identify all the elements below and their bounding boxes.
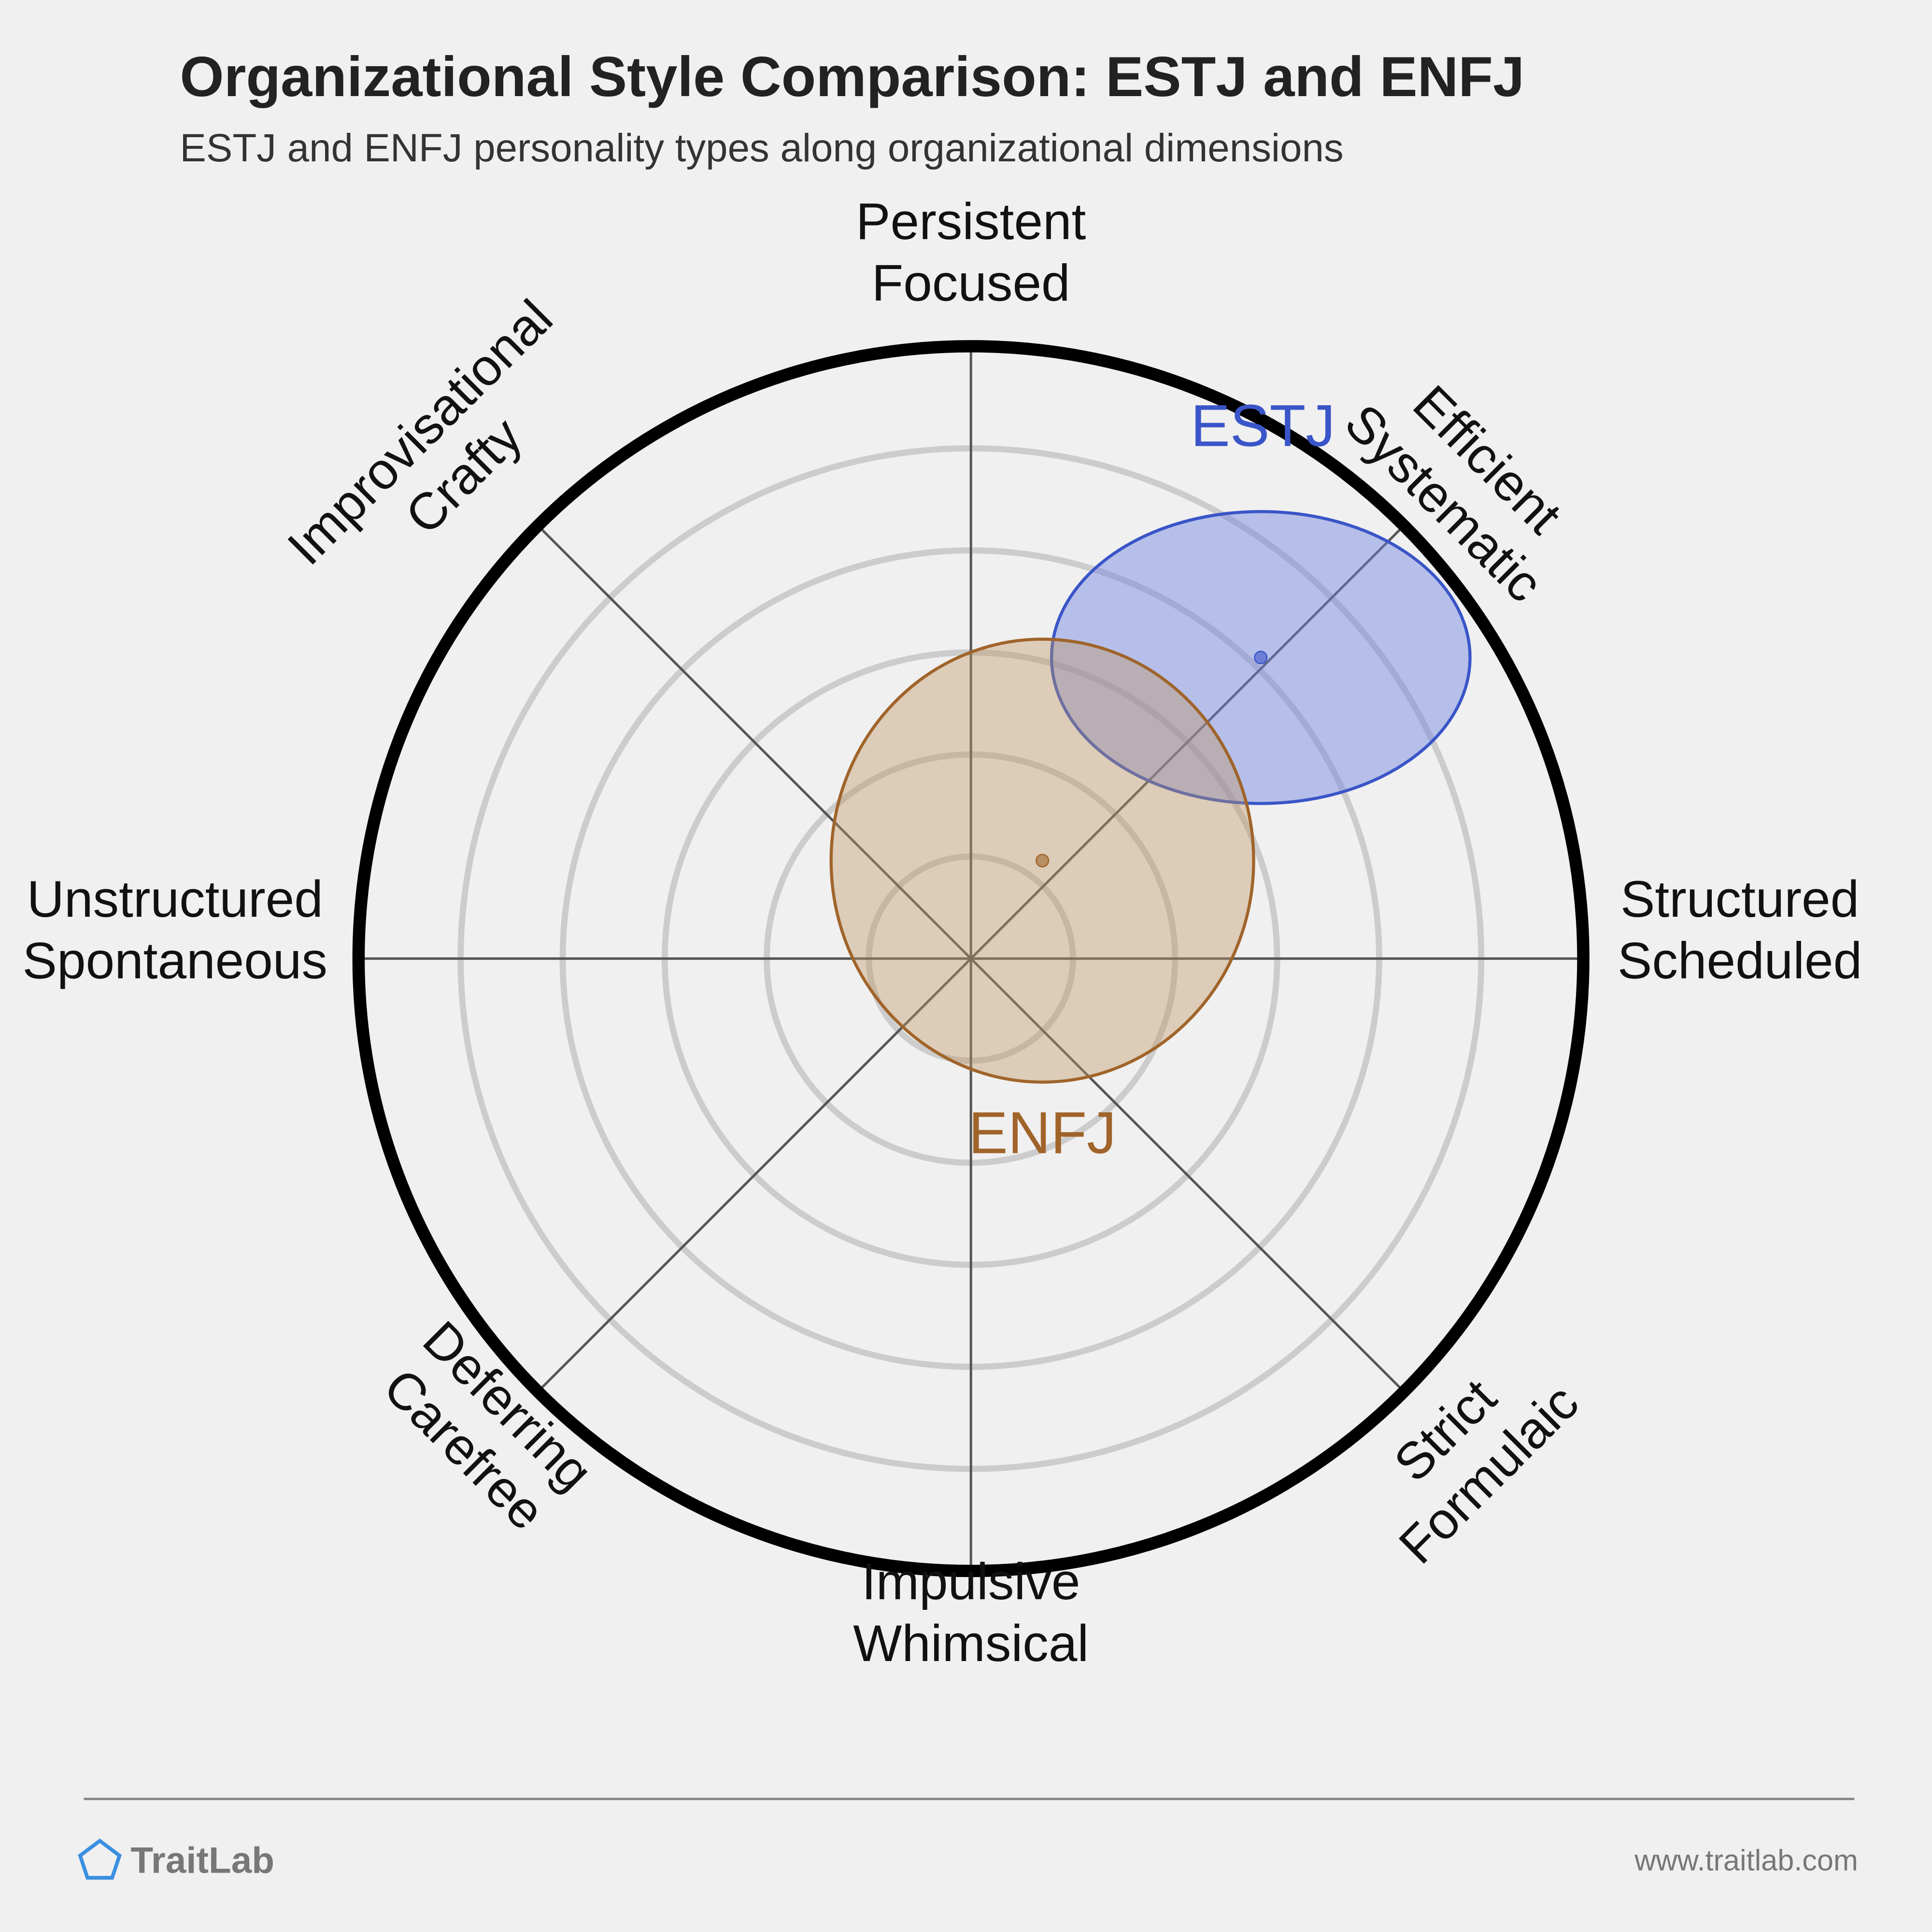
axis-label-line: Persistent: [856, 192, 1086, 250]
axis-label-line: Scheduled: [1618, 932, 1862, 990]
axis-label-line: Impulsive: [862, 1552, 1080, 1610]
chart-title: Organizational Style Comparison: ESTJ an…: [180, 45, 1524, 108]
axis-line: [537, 525, 972, 960]
axis-label: Impulsive Whimsical: [853, 1552, 1089, 1672]
axis-label: Unstructured Spontaneous: [23, 870, 327, 990]
axis-label: Structured Scheduled: [1618, 870, 1862, 990]
outer-ring: [352, 340, 1590, 1577]
axis-label-line: Whimsical: [853, 1614, 1089, 1672]
axis-label-line: Spontaneous: [23, 932, 327, 990]
axis-label: Persistent Focused: [856, 192, 1086, 312]
brand-name: TraitLab: [130, 1840, 274, 1881]
series-label: ENFJ: [968, 1100, 1116, 1166]
axis-label-line: Unstructured: [27, 870, 323, 928]
brand-icon: [78, 1838, 122, 1880]
axis-line: [970, 957, 1405, 1393]
axis-line: [537, 957, 972, 1393]
type-point: [1036, 853, 1050, 867]
type-point: [1254, 651, 1268, 665]
chart-subtitle: ESTJ and ENFJ personality types along or…: [180, 126, 1343, 170]
axis-line: [970, 525, 1405, 960]
series-label: ESTJ: [1191, 392, 1335, 458]
footer-url: www.traitlab.com: [1634, 1844, 1858, 1876]
axis-label-line: Focused: [872, 254, 1070, 312]
axis-label-line: Structured: [1620, 870, 1859, 928]
